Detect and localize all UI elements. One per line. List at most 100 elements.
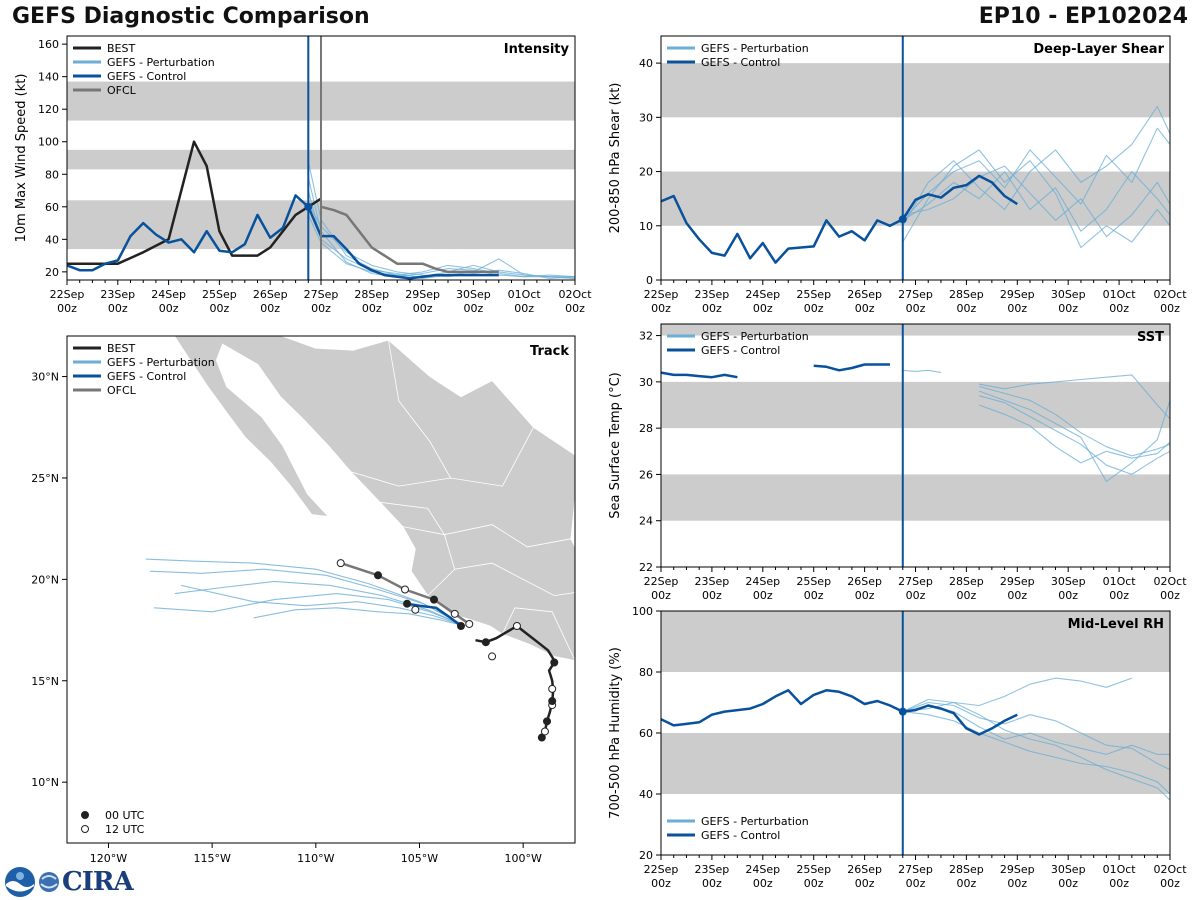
x-tick-label: 22Sep — [644, 863, 679, 876]
legend-label: GEFS - Perturbation — [701, 42, 809, 55]
y-axis-label: 200-850 hPa Shear (kt) — [608, 83, 623, 234]
series-line-pert — [902, 711, 1170, 795]
x-tick-label: 00z — [702, 589, 722, 602]
best-marker — [512, 622, 521, 631]
y-tick-label: 28 — [639, 422, 653, 435]
x-tick-label: 01Oct — [1103, 863, 1137, 876]
series-line-pert — [979, 374, 1170, 420]
x-tick-label: 30Sep — [1051, 288, 1086, 301]
legend-label: GEFS - Control — [107, 70, 186, 83]
series-line-pert — [902, 171, 1170, 232]
control-marker — [456, 622, 465, 631]
x-tick-label: 24Sep — [745, 575, 780, 588]
threshold-band — [661, 324, 1170, 336]
series-line-pert — [902, 698, 1170, 801]
x-tick-label: 00z — [565, 302, 585, 315]
marker-legend-symbol — [81, 825, 89, 833]
panel-title: Deep-Layer Shear — [1033, 42, 1164, 57]
y-tick-label: 30 — [639, 111, 653, 124]
state-border — [502, 607, 575, 661]
series-line-pert — [978, 404, 1170, 464]
y-tick-label: 25°N — [31, 472, 59, 485]
series-line-control — [661, 174, 1018, 264]
storm-id-label: EP10 - EP102024 — [978, 4, 1188, 29]
x-tick-label: 27Sep — [898, 575, 933, 588]
noaa-logo-icon — [5, 867, 35, 897]
x-tick-label: 23Sep — [695, 288, 730, 301]
legend-label: GEFS - Control — [701, 344, 780, 357]
x-tick-label: 00z — [210, 302, 230, 315]
init-point-marker — [304, 202, 313, 211]
legend-label: BEST — [107, 42, 135, 55]
x-tick-label: 00z — [906, 589, 926, 602]
y-tick-label: 40 — [639, 57, 653, 70]
ofcl-marker — [450, 609, 459, 618]
x-tick-label: 29Sep — [1000, 863, 1035, 876]
state-border — [350, 427, 534, 487]
x-tick-label: 27Sep — [898, 288, 933, 301]
legend-label: BEST — [107, 342, 135, 355]
series-line-pert — [902, 127, 1170, 221]
init-point-marker — [898, 707, 907, 716]
x-tick-label: 25Sep — [796, 575, 831, 588]
ofcl-marker — [374, 571, 383, 580]
x-tick-label: 28Sep — [949, 575, 984, 588]
ofcl-marker — [465, 619, 474, 628]
cira-logo: CIRA — [4, 866, 134, 898]
x-tick-label: 00z — [464, 302, 484, 315]
y-tick-label: 40 — [639, 788, 653, 801]
x-tick-label: 24Sep — [151, 288, 186, 301]
x-tick-label: 29Sep — [405, 288, 440, 301]
x-tick-label: 00z — [1109, 877, 1129, 890]
control-track — [406, 602, 462, 627]
x-tick-label: 02Oct — [1153, 288, 1187, 301]
x-tick-label: 100°W — [504, 852, 541, 865]
x-tick-label: 00z — [260, 302, 280, 315]
x-tick-label: 25Sep — [796, 863, 831, 876]
perturbation-track — [174, 580, 466, 627]
y-tick-label: 24 — [639, 515, 653, 528]
y-tick-label: 10 — [639, 220, 653, 233]
series-line-ofcl — [320, 205, 499, 274]
x-tick-label: 00z — [753, 589, 773, 602]
x-tick-label: 115°W — [193, 852, 230, 865]
state-border — [380, 501, 456, 570]
x-tick-label: 00z — [362, 302, 382, 315]
x-tick-label: 27Sep — [304, 288, 339, 301]
x-tick-label: 28Sep — [949, 288, 984, 301]
y-tick-label: 32 — [639, 330, 653, 343]
best-marker — [548, 684, 557, 693]
x-tick-label: 26Sep — [847, 575, 882, 588]
x-tick-label: 00z — [1160, 302, 1180, 315]
x-tick-label: 29Sep — [1000, 288, 1035, 301]
x-tick-label: 00z — [702, 302, 722, 315]
x-tick-label: 25Sep — [202, 288, 237, 301]
series-line-pert — [978, 385, 1170, 457]
x-tick-label: 00z — [651, 302, 671, 315]
legend-label: GEFS - Control — [701, 56, 780, 69]
globe-icon — [39, 872, 59, 892]
best-marker — [548, 697, 557, 706]
x-tick-label: 23Sep — [695, 863, 730, 876]
series-line-pert — [978, 390, 1170, 482]
y-axis-label: Sea Surface Temp (°C) — [608, 372, 623, 519]
series-line-control — [813, 363, 890, 372]
chart-intensity: 22Sep00z23Sep00z24Sep00z25Sep00z26Sep00z… — [14, 35, 592, 315]
x-tick-label: 26Sep — [253, 288, 288, 301]
series-line-pert — [307, 190, 575, 279]
x-tick-label: 00z — [1160, 589, 1180, 602]
y-axis-label: 700-500 hPa Humidity (%) — [608, 647, 623, 819]
x-tick-label: 30Sep — [1051, 575, 1086, 588]
state-border — [427, 562, 575, 597]
series-line-control — [67, 194, 499, 280]
cira-logo-text: CIRA — [62, 867, 134, 897]
panel-title: Track — [530, 344, 569, 359]
x-tick-label: 00z — [514, 302, 534, 315]
x-tick-label: 01Oct — [508, 288, 542, 301]
series-line-pert — [978, 395, 1170, 475]
plot-area — [661, 324, 1170, 567]
legend-label: GEFS - Control — [107, 370, 186, 383]
x-tick-label: 00z — [753, 302, 773, 315]
y-tick-label: 120 — [38, 103, 59, 116]
series-line-pert — [902, 105, 1170, 227]
